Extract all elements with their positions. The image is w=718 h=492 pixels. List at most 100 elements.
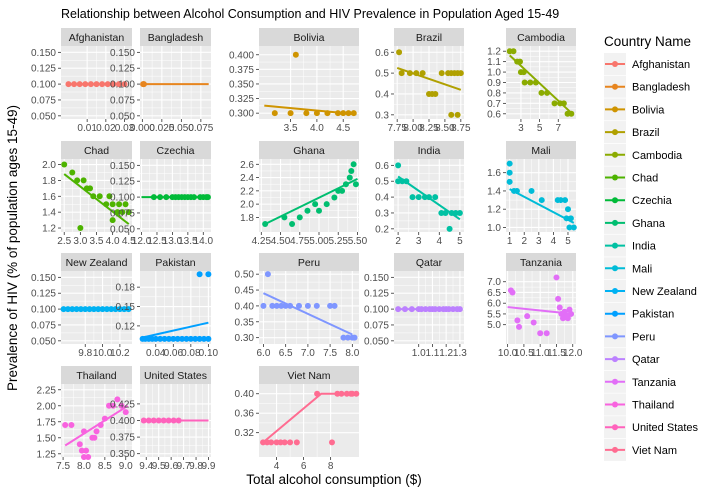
- data-point: [331, 302, 338, 309]
- x-tick-label: 0.025: [149, 123, 174, 134]
- legend-key-viet-nam: Viet Nam: [604, 438, 677, 461]
- facet-strip: [61, 28, 132, 46]
- facet-label: Peru: [298, 257, 320, 269]
- x-tick-label: 3.0: [73, 236, 87, 247]
- x-tick-label: 4: [437, 236, 443, 247]
- data-point: [122, 201, 129, 208]
- x-tick-label: 2: [521, 236, 527, 247]
- data-point: [68, 421, 75, 428]
- regression-line: [264, 104, 357, 116]
- panel-ghana: Ghana 1.8 2.0 2.2 2.4 2.6 4.25 4.50 4.75 5.00 5.25…: [240, 141, 368, 247]
- panel-background: [140, 271, 211, 344]
- data-point: [125, 209, 132, 216]
- legend-title: Country Name: [604, 34, 691, 49]
- y-tick-label: 0.150: [31, 48, 56, 59]
- y-tick-label: 0.2: [375, 224, 389, 235]
- y-tick-label: 0.075: [364, 320, 389, 331]
- legend-key-bolivia: Bolivia: [604, 98, 665, 121]
- y-tick-label: 1.0: [487, 68, 501, 79]
- data-point: [61, 161, 68, 168]
- legend-point: [612, 288, 618, 294]
- facet-strip: [259, 366, 359, 384]
- x-tick-label: 7.5: [323, 348, 337, 359]
- x-tick-label: 5: [565, 236, 571, 247]
- legend-point: [612, 424, 618, 431]
- data-point: [514, 317, 521, 324]
- panel-bolivia: Bolivia 0.300 0.325 0.350 0.375 0.400 3.5 4.0 4.…: [229, 28, 359, 134]
- x-tick-label: 8: [328, 461, 334, 472]
- data-point: [456, 209, 463, 216]
- y-tick-label: 2.6: [240, 160, 254, 171]
- data-point: [339, 187, 346, 194]
- x-tick-label: 9.0: [119, 461, 133, 472]
- y-tick-label: 1.6: [42, 192, 56, 203]
- facet-label: Mali: [531, 145, 550, 157]
- legend-key-thailand: Thailand: [604, 393, 674, 416]
- data-point: [395, 178, 402, 185]
- y-tick-label: 0.400: [110, 416, 135, 427]
- x-tick-label: 12.0: [563, 348, 583, 359]
- y-tick-label: 0.050: [31, 336, 56, 347]
- y-tick-label: 0.125: [31, 289, 56, 300]
- legend-point: [612, 197, 618, 204]
- data-point: [292, 51, 299, 58]
- y-tick-label: 6.0: [487, 299, 501, 310]
- data-point: [260, 302, 267, 309]
- y-tick-label: 0.8: [487, 88, 501, 99]
- x-tick-label: 11.5: [547, 348, 566, 359]
- y-tick-label: 0.050: [364, 336, 389, 347]
- y-tick-label: 0.6: [375, 161, 389, 172]
- y-axis-title: Prevalence of HIV (% of population ages …: [5, 105, 20, 391]
- legend-key-pakistan: Pakistan: [604, 302, 674, 325]
- data-point: [273, 302, 280, 309]
- y-tick-label: 0.3: [375, 110, 389, 121]
- y-tick-label: 0.6: [487, 109, 501, 120]
- panel-background: [259, 159, 359, 232]
- x-tick-label: 7.0: [301, 348, 315, 359]
- data-point: [121, 81, 128, 88]
- data-point: [287, 110, 294, 117]
- facet-strip: [506, 141, 576, 159]
- facet-strip: [506, 253, 576, 271]
- y-tick-label: 0.300: [229, 109, 254, 120]
- data-point: [192, 335, 199, 342]
- data-point: [157, 335, 164, 342]
- data-point: [313, 302, 320, 309]
- legend-key-chad: Chad: [604, 166, 658, 189]
- data-point: [106, 402, 113, 409]
- y-tick-label: 1.2: [487, 47, 501, 58]
- data-point: [396, 49, 403, 56]
- legend-point: [612, 446, 618, 453]
- x-tick-label: 4.0: [310, 123, 324, 134]
- panel-viet-nam: Viet Nam 0.32 0.36 0.40 4 6 8: [235, 366, 360, 472]
- data-point: [269, 302, 276, 309]
- legend-point: [612, 356, 618, 363]
- y-tick-label: 0.5: [375, 69, 389, 80]
- y-tick-label: 1.8: [240, 213, 254, 224]
- legend-key-peru: Peru: [604, 325, 655, 348]
- y-tick-label: 6.5: [487, 288, 501, 299]
- panel-cambodia: Cambodia 0.60.70.80.91.01.11.2 3 5 7: [487, 28, 576, 134]
- legend-label: Peru: [632, 331, 655, 343]
- data-point: [161, 335, 168, 342]
- legend-label: Czechia: [632, 195, 673, 207]
- x-tick-label: 11.0: [531, 348, 550, 359]
- x-tick-label: 10.0: [93, 348, 113, 359]
- legend-key-ghana: Ghana: [604, 211, 666, 234]
- y-tick-label: 0.050: [110, 111, 135, 122]
- facet-label: Pakistan: [155, 257, 195, 269]
- x-tick-label: 5: [537, 123, 543, 134]
- y-tick-label: 1.2: [42, 224, 56, 235]
- data-point: [446, 225, 453, 232]
- panel-united-states: United States0.3500.3750.4000.4259.49.59…: [110, 366, 216, 472]
- x-tick-label: 14.0: [194, 236, 214, 247]
- data-point: [281, 439, 288, 446]
- x-tick-label: 0.04: [146, 348, 166, 359]
- x-tick-label: 9.6: [164, 461, 178, 472]
- data-point: [323, 201, 330, 208]
- y-tick-label: 0.6: [375, 48, 389, 59]
- regression-line: [396, 66, 462, 91]
- data-point: [537, 330, 544, 337]
- y-tick-label: 1.8: [42, 176, 56, 187]
